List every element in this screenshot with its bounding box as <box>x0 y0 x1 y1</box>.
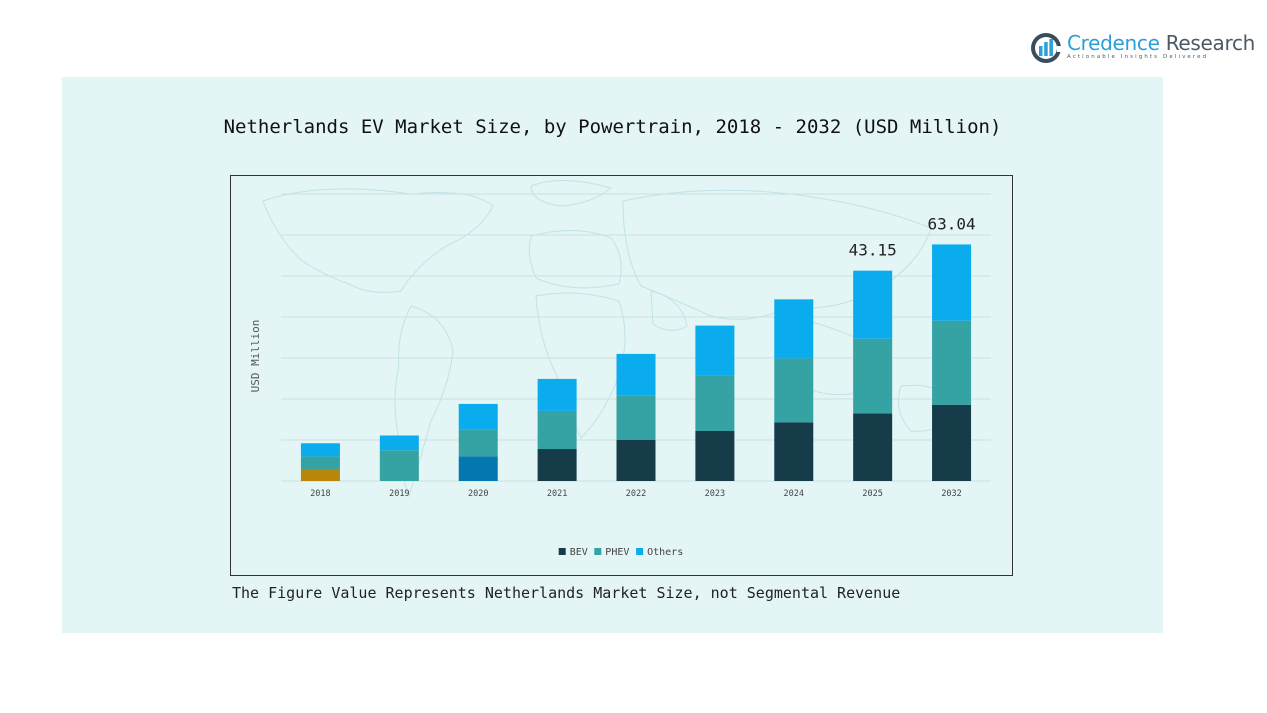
bar-others-2018 <box>300 443 340 457</box>
bar-phev-2021 <box>537 410 577 450</box>
brand-tagline: Actionable Insights Delivered <box>1067 54 1209 60</box>
bar-phev-2023 <box>695 375 735 431</box>
legend: BEV PHEV Others <box>558 547 683 558</box>
bar-phev-2020 <box>458 429 498 457</box>
legend-swatch-others <box>636 548 644 555</box>
x-tick-label: 2023 <box>705 489 725 499</box>
bar-bev-2023 <box>695 430 735 481</box>
brand-name-part1: Credence <box>1067 31 1160 55</box>
x-tick-label: 2025 <box>862 489 882 499</box>
bar-others-2021 <box>537 378 577 411</box>
bar-bev-2022 <box>616 440 656 481</box>
bar-chart: 2018 2019 2020 2021 2022 2023 2024 2025 2032 43.1… <box>249 180 991 558</box>
bar-bev-2021 <box>537 449 577 481</box>
bar-bev-2025 <box>853 413 893 481</box>
labels: 2018 2019 2020 2021 2022 2023 2024 2025 2032 43.1… <box>310 214 975 499</box>
brand-name: Credence Research <box>1067 31 1255 55</box>
bar-phev-2018 <box>300 456 340 470</box>
bars <box>300 244 972 481</box>
x-tick-label: 2024 <box>784 489 804 499</box>
bar-others-2023 <box>695 325 735 376</box>
x-tick-label: 2032 <box>941 489 961 499</box>
x-tick-label: 2022 <box>626 489 646 499</box>
data-label-2032: 63.04 <box>927 214 975 233</box>
chart-title: Netherlands EV Market Size, by Powertrai… <box>223 116 1002 138</box>
brand-name-part2: Research <box>1165 31 1256 55</box>
legend-label-bev: BEV <box>570 547 588 558</box>
bar-phev-2024 <box>774 358 814 423</box>
figure-panel: Netherlands EV Market Size, by Powertrai… <box>62 77 1163 633</box>
bar-others-2022 <box>616 353 656 396</box>
bar-others-2032 <box>932 244 972 321</box>
legend-swatch-phev <box>594 548 602 555</box>
bar-bev-2024 <box>774 422 814 481</box>
legend-label-phev: PHEV <box>605 547 629 558</box>
credence-logo-icon <box>1031 33 1062 63</box>
bar-others-2025 <box>853 270 893 339</box>
bar-bev-2018 <box>300 469 340 481</box>
x-tick-label: 2019 <box>389 489 409 499</box>
bar-phev-2022 <box>616 395 656 440</box>
data-label-2025: 43.15 <box>849 241 897 260</box>
bar-others-2019 <box>379 435 419 451</box>
bar-bev-2020 <box>458 456 498 481</box>
legend-swatch-bev <box>558 548 566 555</box>
bar-phev-2019 <box>379 450 419 481</box>
bar-phev-2032 <box>932 320 972 405</box>
bar-phev-2025 <box>853 338 893 414</box>
x-tick-label: 2021 <box>547 489 567 499</box>
bar-others-2024 <box>774 299 814 359</box>
chart-frame: 2018 2019 2020 2021 2022 2023 2024 2025 2032 43.1… <box>230 175 1013 576</box>
footnote: The Figure Value Represents Netherlands … <box>232 584 901 602</box>
bar-others-2020 <box>458 403 498 430</box>
x-tick-label: 2018 <box>310 489 330 499</box>
bar-bev-2032 <box>932 404 972 481</box>
x-tick-label: 2020 <box>468 489 488 499</box>
legend-label-others: Others <box>647 547 683 558</box>
y-axis-label: USD Million <box>249 320 262 393</box>
